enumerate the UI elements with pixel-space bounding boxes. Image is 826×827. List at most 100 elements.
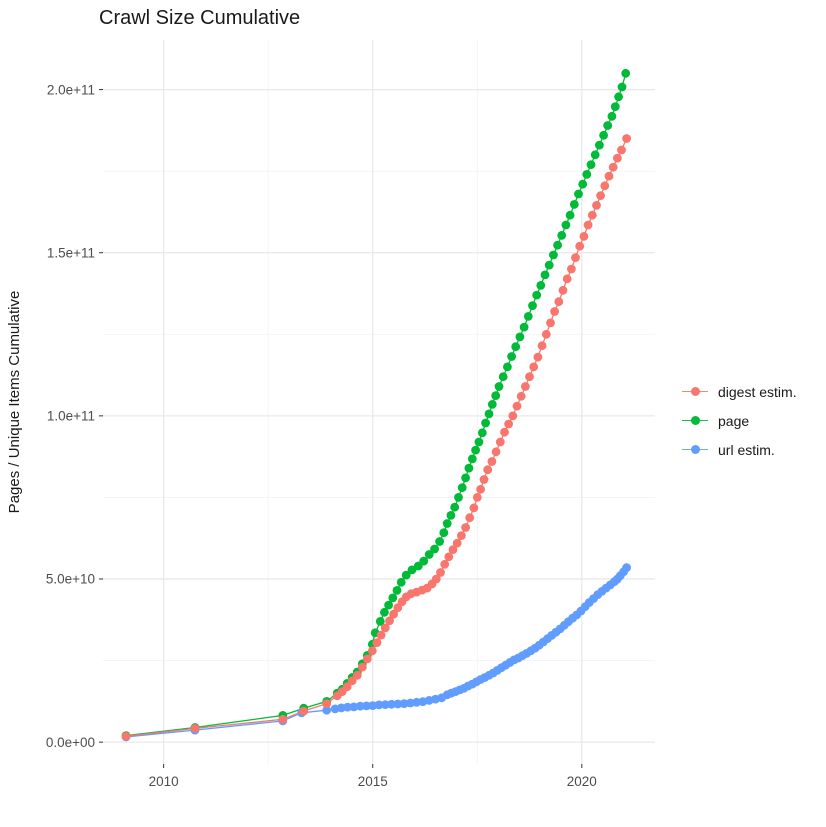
data-point [574,189,583,199]
data-point [544,260,554,270]
y-tick-label: 1.5e+11 [47,245,95,260]
data-point [388,593,398,603]
data-point [412,697,421,707]
data-point [278,714,288,724]
data-point [387,699,396,709]
data-point [375,617,385,626]
data-point [532,290,542,300]
data-point [469,503,479,513]
data-point [457,483,467,492]
data-point [529,362,539,372]
data-point [569,200,579,209]
series-digest-estim [121,134,631,741]
data-point [586,160,596,170]
data-point [450,502,460,512]
data-point [617,145,626,155]
data-point [472,493,482,502]
data-point [461,523,470,532]
data-point [546,318,555,328]
data-point [508,411,518,421]
gridlines-minor [103,40,655,764]
data-point [384,600,393,610]
data-point [599,130,608,140]
data-point [357,662,367,672]
data-point [471,445,480,455]
x-tick-label: 2015 [358,774,388,789]
data-point [622,563,631,572]
data-point [603,121,613,130]
data-point [396,577,406,587]
data-point [491,391,501,400]
data-point [474,437,484,447]
data-point [578,179,588,189]
data-point [587,210,597,220]
data-point [448,545,458,554]
data-point [392,586,402,595]
axis-tick-marks [99,89,583,768]
data-point [622,134,631,143]
data-point [385,616,394,626]
data-point [367,646,377,656]
data-point [299,706,309,716]
data-point [494,382,504,391]
data-point [562,274,572,284]
data-point [550,307,559,316]
data-point [536,281,546,290]
data-point [431,574,441,584]
data-point [442,519,452,528]
data-point [519,322,529,332]
data-point [355,701,365,711]
data-point [600,181,610,191]
data-point [487,400,497,409]
data-point [565,210,575,220]
legend-item-page: page [682,406,797,435]
x-axis-tick-labels: 2010 2015 2020 [149,774,597,789]
data-point [454,493,463,502]
data-point [372,638,382,647]
data-point [380,607,389,617]
chart-title: Crawl Size Cumulative [99,7,301,29]
legend-item-digest-estim: digest estim. [682,377,797,406]
data-point [549,250,558,260]
data-point [607,111,617,121]
data-point [575,241,585,251]
data-point [464,463,474,473]
data-point [614,92,623,102]
data-point [515,332,525,342]
data-point [495,437,505,447]
data-point [374,700,384,710]
data-point [592,201,601,210]
x-tick-label: 2010 [149,774,179,789]
data-point [399,699,409,708]
legend-key-digest-estim-icon [682,386,708,398]
data-point [477,428,487,438]
data-point [610,102,620,111]
legend: digest estim. page url estim. [682,377,797,464]
data-point [613,153,622,163]
data-point [457,531,466,540]
y-tick-label: 1.0e+11 [47,409,95,424]
legend-label-digest-estim: digest estim. [718,383,797,400]
data-point [521,382,530,391]
data-point [322,705,332,715]
data-point [483,465,493,475]
data-point [511,342,521,352]
data-point [596,191,605,201]
data-point [540,270,550,280]
y-tick-label: 2.0e+11 [47,82,95,97]
data-point [424,550,434,559]
data-point [567,264,576,274]
data-point [380,700,390,709]
data-point [541,329,551,339]
x-tick-label: 2020 [567,774,597,789]
data-point [608,162,618,172]
data-point [430,544,439,554]
data-point [500,427,509,437]
data-point [481,418,490,428]
data-point [352,670,362,680]
gridlines-major [103,40,655,764]
legend-item-url-estim: url estim. [682,435,797,464]
data-point [476,484,485,494]
series-url-estim [121,563,631,742]
y-tick-label: 5.0e+10 [46,572,95,587]
